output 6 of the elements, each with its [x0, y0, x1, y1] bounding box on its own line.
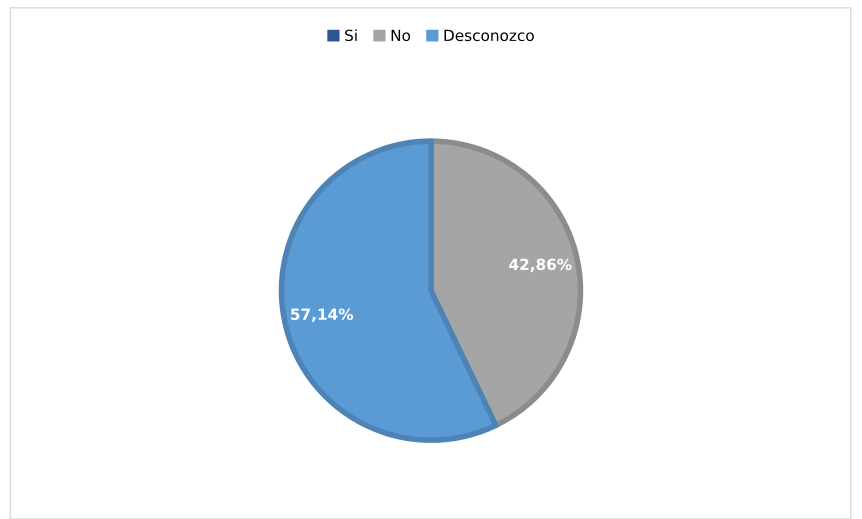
legend-label: Si: [345, 29, 357, 42]
legend-label: Desconozco: [444, 30, 534, 42]
pie-slice: [278, 138, 499, 443]
data-label: 42,86%: [509, 258, 572, 272]
data-label: 57,14%: [291, 308, 354, 322]
legend-label: No: [392, 30, 410, 42]
